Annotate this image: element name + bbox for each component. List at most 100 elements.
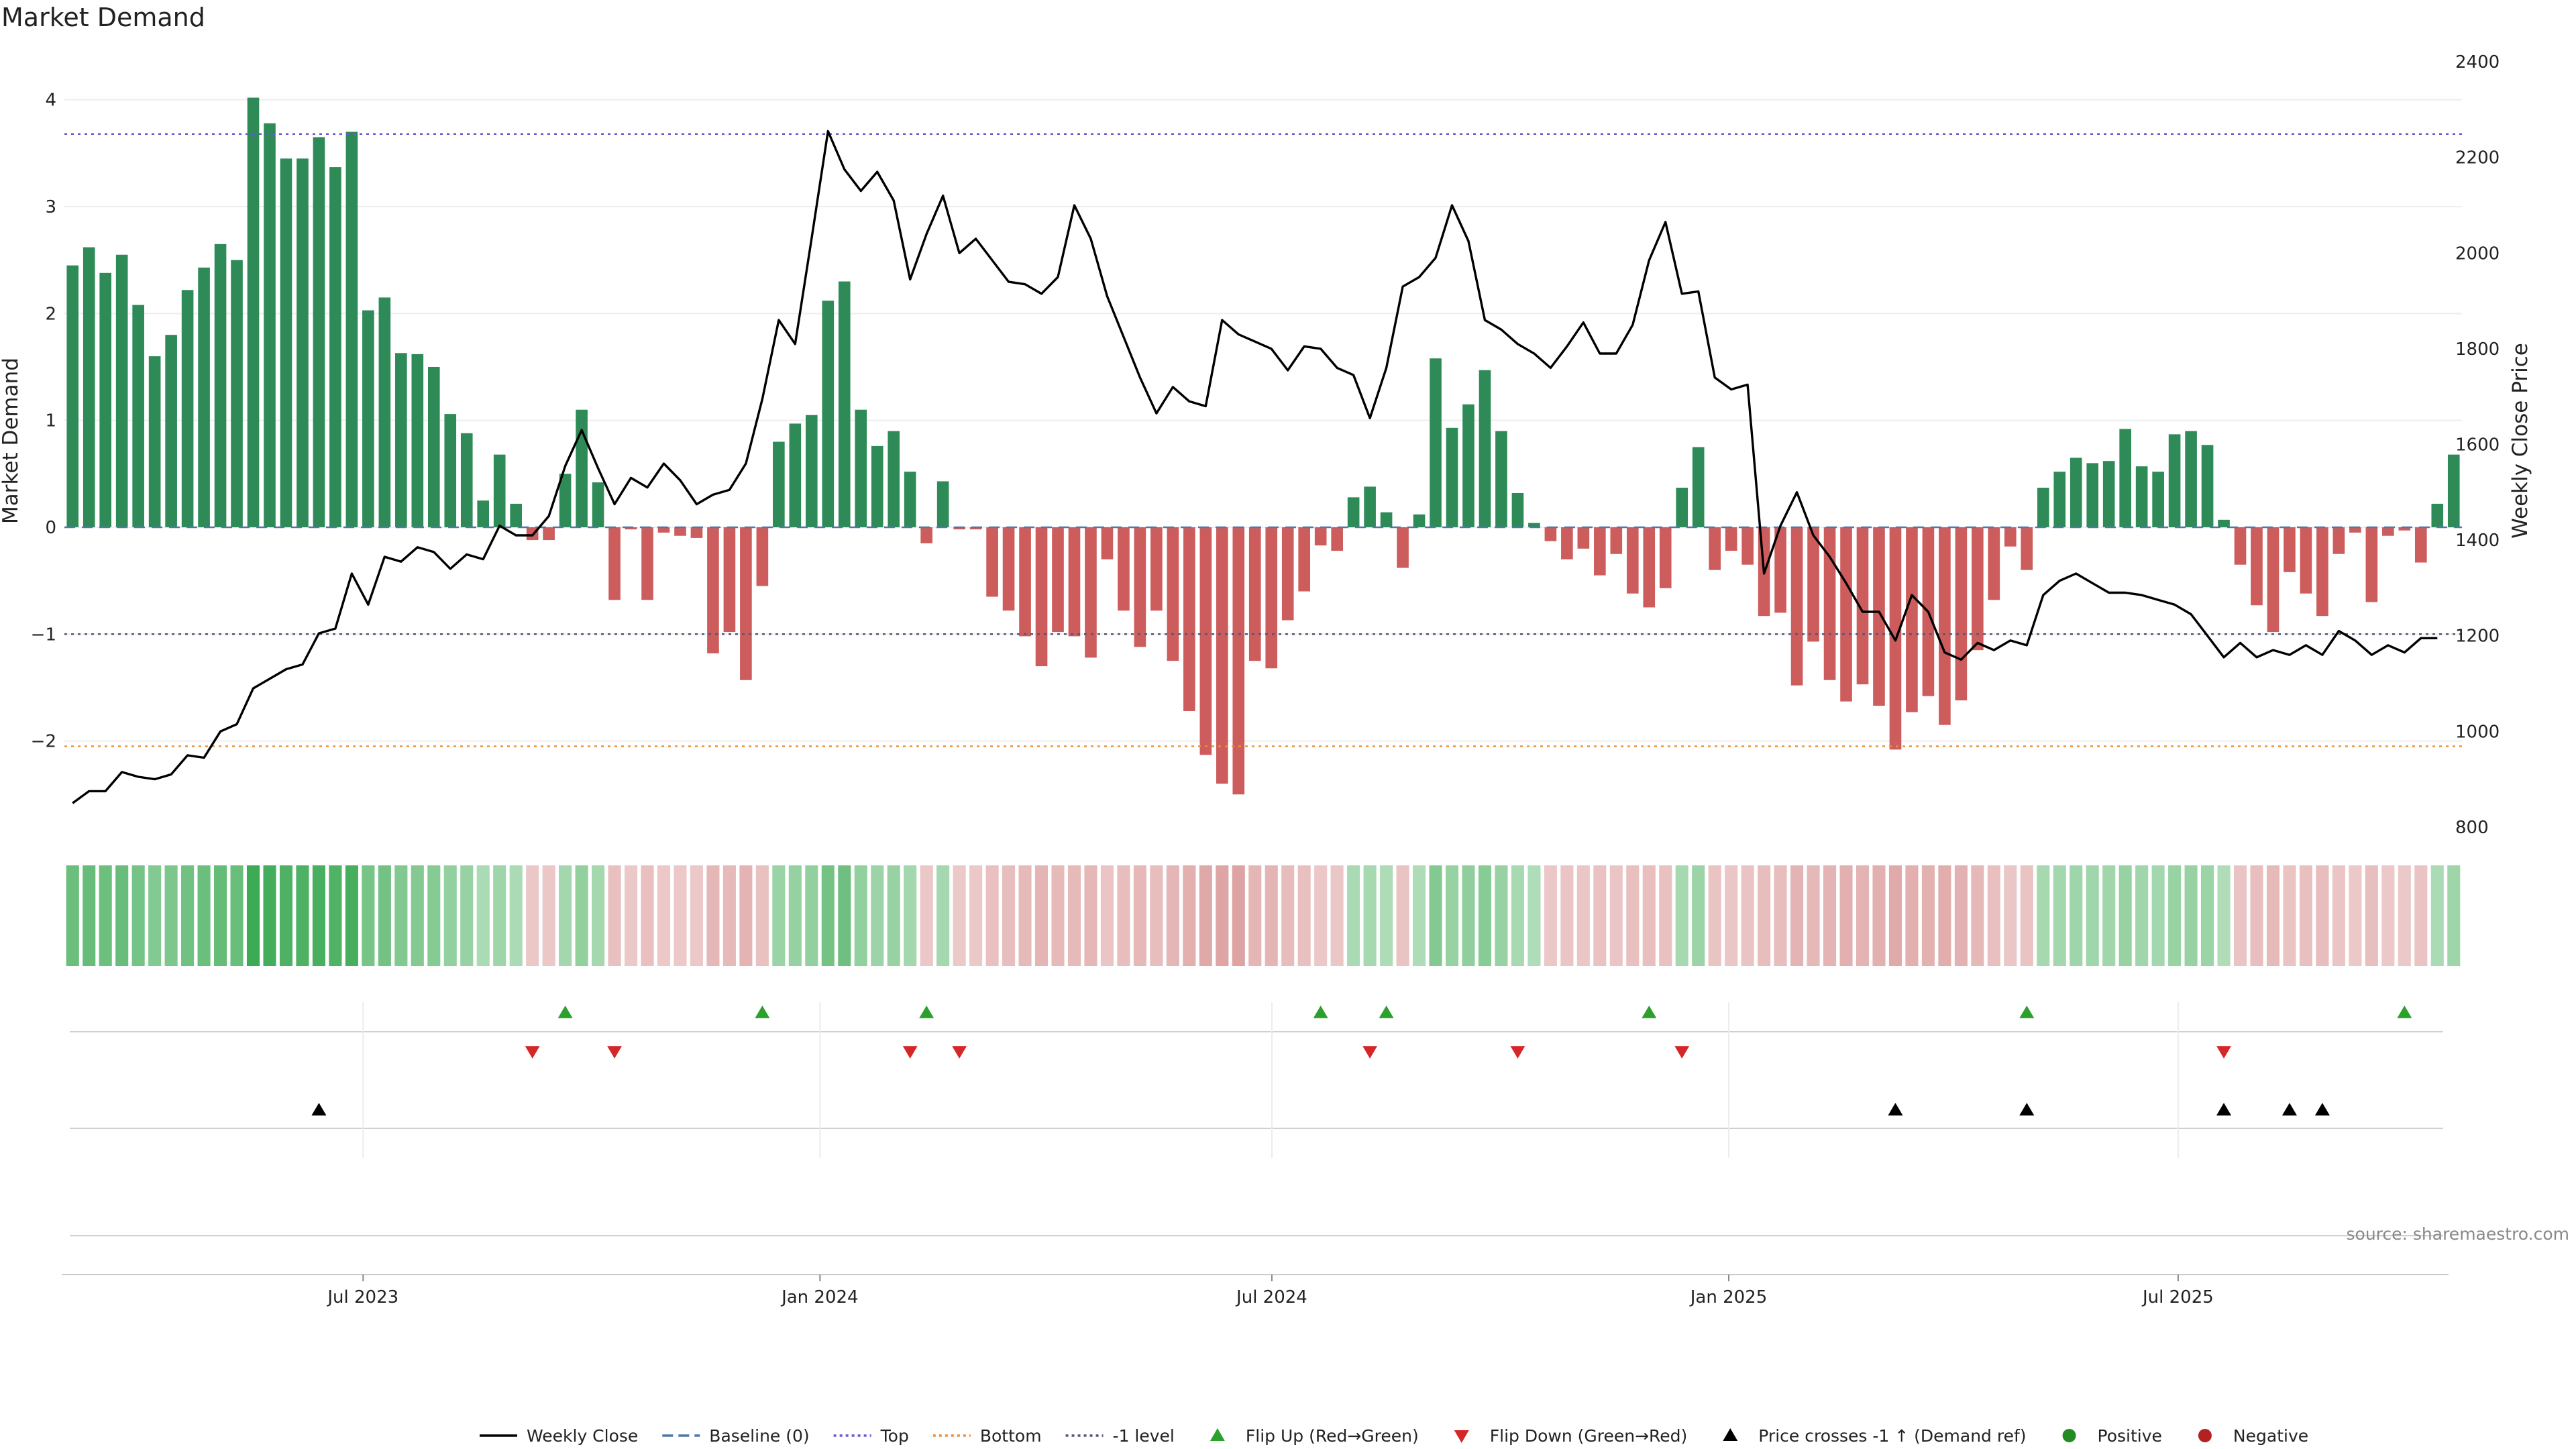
axes: −2 −1 0 1 2 3 4 800 1000 1200 1400 1600 1800 2000 2200… [31, 52, 2500, 838]
demand-bar [2234, 527, 2247, 565]
demand-bar [115, 254, 128, 527]
weekly-close-line [72, 129, 2438, 804]
strip-cell [722, 865, 736, 966]
strip-cell [263, 865, 276, 966]
demand-bar [1561, 527, 1573, 559]
strip-cell [706, 865, 720, 966]
strip-cell [2365, 865, 2378, 966]
legend: Weekly Close Baseline (0) Top Bottom -1 leve… [480, 1426, 2308, 1446]
demand-bar [427, 367, 440, 527]
demand-bar [99, 272, 112, 527]
strip-cell [1216, 865, 1229, 966]
demand-bar [2267, 527, 2279, 633]
strip-cell [2398, 865, 2411, 966]
demand-bar [477, 500, 490, 527]
event-markers [70, 1006, 2443, 1236]
strip-cell [1971, 865, 1984, 966]
strip-cell [936, 865, 950, 966]
strip-cell [1626, 865, 1640, 966]
demand-bar [1725, 527, 1737, 551]
strip-cell [460, 865, 474, 966]
strip-cell [394, 865, 408, 966]
strip-cell [1511, 865, 1524, 966]
strip-cell [1692, 865, 1705, 966]
strip-cell [476, 865, 490, 966]
demand-bar [1643, 527, 1656, 608]
strip-cell [2201, 865, 2214, 966]
flip-down-marker [1510, 1046, 1525, 1059]
demand-bar [1972, 527, 1984, 651]
strip-cell [164, 865, 178, 966]
strip-cell [2250, 865, 2263, 966]
demand-bar [2300, 527, 2312, 594]
y2-tick-label: 1800 [2455, 339, 2500, 360]
demand-heat-strip [66, 865, 2461, 966]
demand-bar [543, 527, 555, 541]
demand-bar [2053, 472, 2066, 527]
demand-bar [756, 527, 769, 586]
strip-cell [1281, 865, 1295, 966]
demand-bar [1150, 527, 1163, 611]
y2-tick-label: 2200 [2455, 148, 2500, 168]
strip-cell [99, 865, 112, 966]
demand-bar [1462, 404, 1474, 527]
demand-bar [247, 97, 260, 527]
strip-cell [214, 865, 227, 966]
demand-bar [1265, 527, 1278, 669]
demand-bar [214, 244, 227, 527]
price-cross-marker [1888, 1103, 1903, 1116]
legend-label: Flip Down (Green→Red) [1490, 1426, 1688, 1446]
demand-bar [1906, 527, 1918, 712]
strip-cell [1396, 865, 1409, 966]
strip-cell [1807, 865, 1820, 966]
strip-cell [197, 865, 211, 966]
legend-label: Flip Up (Red→Green) [1246, 1426, 1419, 1446]
flip-up-marker [557, 1006, 573, 1018]
y2-tick-label: 2000 [2455, 244, 2500, 264]
strip-cell [2447, 865, 2461, 966]
demand-bar [2251, 527, 2263, 606]
flip-down-marker [525, 1046, 540, 1059]
demand-bar [1659, 527, 1672, 588]
strip-cell [871, 865, 884, 966]
strip-cell [1560, 865, 1574, 966]
demand-bar [2382, 527, 2394, 536]
demand-bar [2037, 488, 2049, 527]
demand-bar [264, 123, 276, 527]
strip-cell [805, 865, 818, 966]
demand-bar [2168, 434, 2181, 527]
demand-bar [592, 482, 604, 527]
strip-cell [953, 865, 966, 966]
demand-bar [510, 503, 522, 527]
flip-up-marker [1313, 1006, 1328, 1018]
demand-bar [789, 423, 802, 527]
demand-bar [855, 409, 867, 527]
strip-cell [1642, 865, 1656, 966]
chart-title: Market Demand [1, 3, 205, 32]
demand-bar [1397, 527, 1409, 568]
demand-bar [2185, 431, 2197, 527]
y-tick-label: −2 [31, 732, 56, 752]
demand-bar [1495, 431, 1507, 527]
strip-cell [1330, 865, 1344, 966]
legend-label: Price crosses -1 ↑ (Demand ref) [1758, 1426, 2026, 1446]
demand-bar [1790, 527, 1803, 686]
strip-cell [1725, 865, 1738, 966]
legend-swatch [1454, 1430, 1469, 1443]
strip-cell [641, 865, 654, 966]
strip-cell [985, 865, 999, 966]
strip-cell [1413, 865, 1426, 966]
strip-cell [1576, 865, 1590, 966]
strip-cell [362, 865, 375, 966]
demand-bar [1709, 527, 1721, 570]
strip-cell [1183, 865, 1196, 966]
demand-bar [1134, 527, 1146, 647]
demand-bar [165, 335, 177, 527]
flip-down-marker [1362, 1046, 1378, 1059]
y-tick-label: 0 [45, 518, 56, 538]
demand-bar [1939, 527, 1951, 725]
demand-bar [608, 527, 621, 600]
strip-cell [1314, 865, 1328, 966]
strip-cell [1462, 865, 1475, 966]
demand-bar [1446, 427, 1458, 527]
